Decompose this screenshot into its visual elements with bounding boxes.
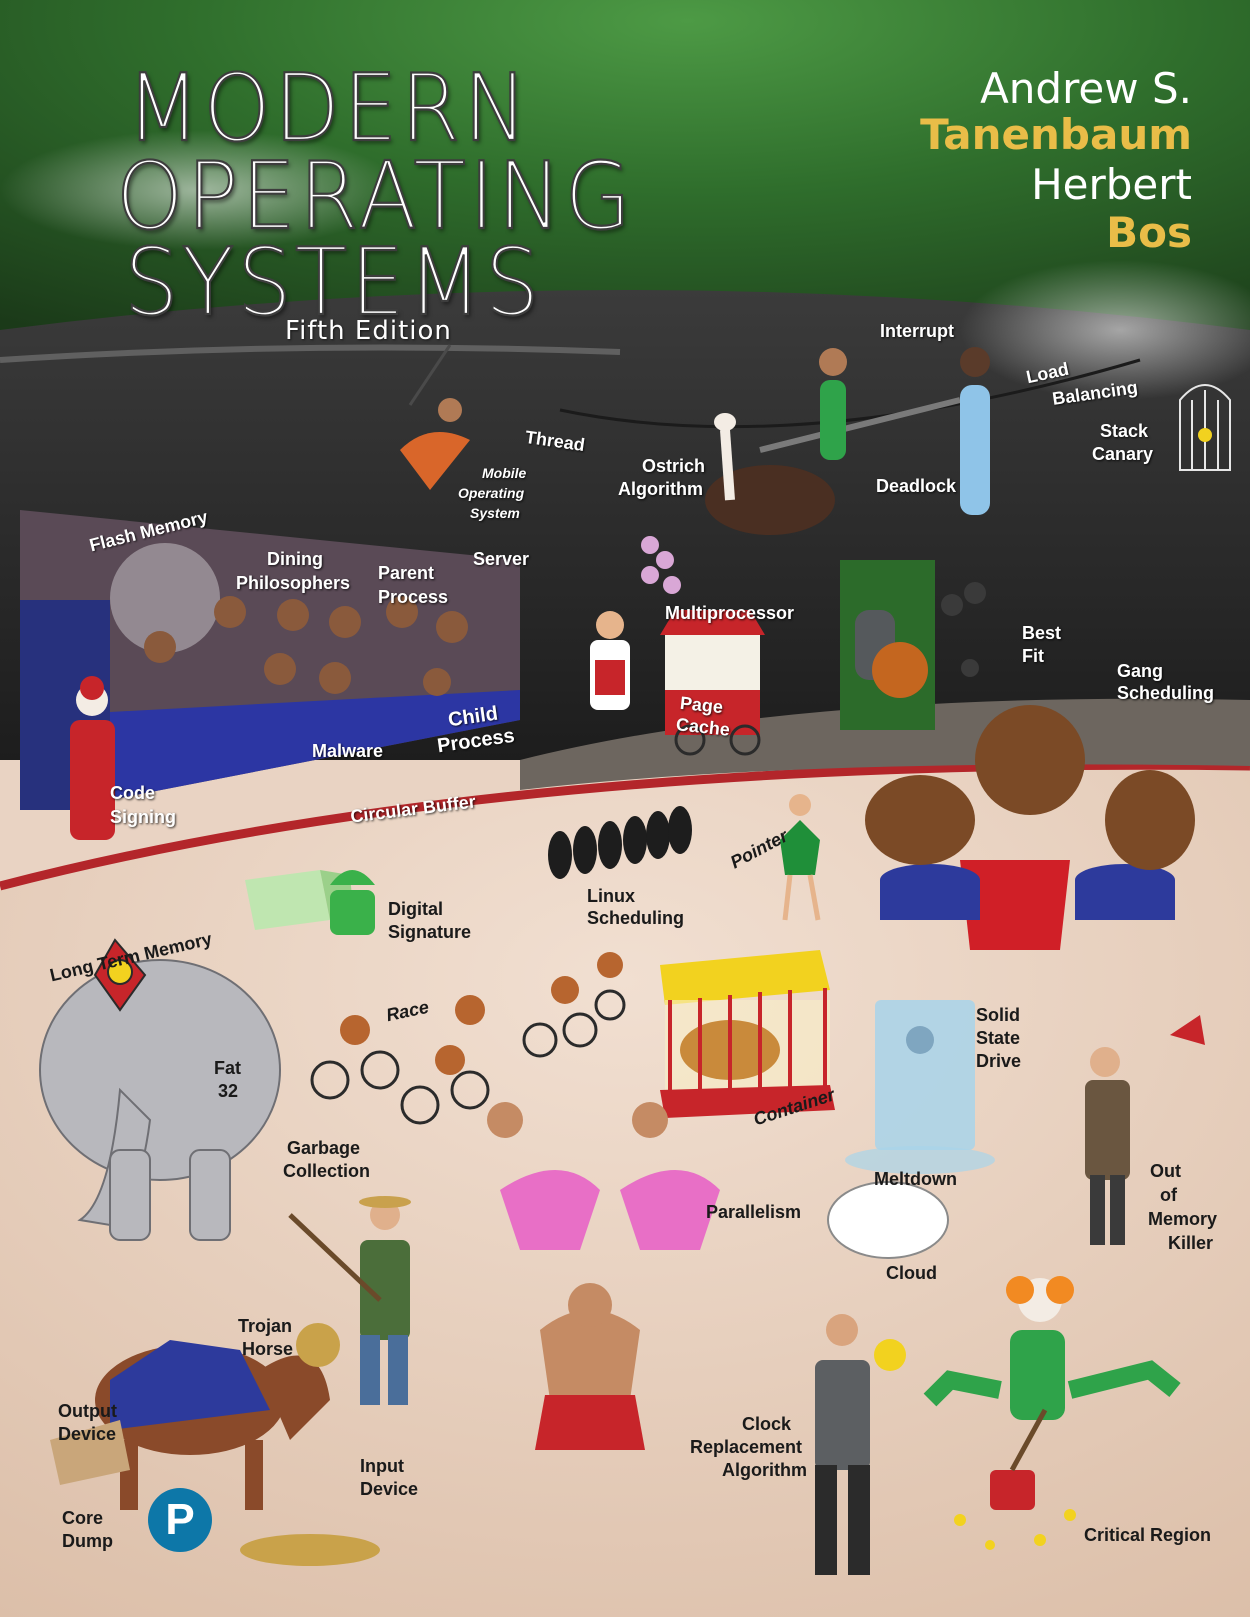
label-canary: Canary xyxy=(1092,444,1154,464)
bears xyxy=(865,705,1195,950)
lion-cage xyxy=(660,950,835,1118)
ostrich xyxy=(705,413,835,535)
label-drive: Drive xyxy=(976,1051,1022,1071)
label-of: of xyxy=(1160,1185,1177,1205)
photo-board xyxy=(840,560,986,730)
monkeys-on-bicycles xyxy=(310,952,626,1125)
label-garbage: Garbage xyxy=(287,1138,361,1158)
label-mobile: Mobile xyxy=(482,465,527,481)
label-state: State xyxy=(976,1028,1021,1048)
label-ostrich: Ostrich xyxy=(642,456,706,476)
label-fit: Fit xyxy=(1022,646,1044,666)
label-malware: Malware xyxy=(312,741,384,761)
label-dump: Dump xyxy=(62,1531,113,1551)
label-output-device: Device xyxy=(58,1424,117,1444)
farmer xyxy=(288,1196,411,1405)
author-1-last: Tanenbaum xyxy=(920,110,1192,159)
publisher-logo-letter: P xyxy=(165,1495,195,1544)
strongman-and-acrobats xyxy=(487,1102,720,1450)
tent-seam xyxy=(0,344,621,363)
publisher-logo: P xyxy=(148,1488,212,1552)
popcorn-cart xyxy=(660,610,765,756)
vendor xyxy=(590,536,681,710)
label-code: Code xyxy=(110,783,155,803)
label-interrupt: Interrupt xyxy=(880,321,954,341)
label-operating: Operating xyxy=(458,485,525,501)
title-line-3: SYSTEMS xyxy=(123,228,543,337)
audience-heads xyxy=(144,596,468,696)
label-critical-region: Critical Region xyxy=(1084,1525,1212,1545)
label-clock-algorithm: Algorithm xyxy=(722,1460,807,1480)
label-deadlock: Deadlock xyxy=(876,476,957,496)
label-linux: Linux xyxy=(587,886,635,906)
author-2-first: Herbert xyxy=(1031,160,1192,209)
label-parent: Parent xyxy=(378,563,435,583)
spotlight-right xyxy=(960,260,1250,400)
ice-block xyxy=(845,1000,995,1174)
edition: Fifth Edition xyxy=(285,316,452,346)
title-line-2: OPERATING xyxy=(115,142,635,251)
label-clock: Clock xyxy=(742,1414,792,1434)
label-dining: Dining xyxy=(267,549,323,569)
label-system: System xyxy=(470,505,520,521)
elephant xyxy=(39,938,281,1241)
label-signature: Signature xyxy=(388,922,472,942)
label-multiprocessor: Multiprocessor xyxy=(665,603,795,623)
label-horse: Horse xyxy=(242,1339,294,1359)
ringmaster xyxy=(70,676,115,840)
label-trojan: Trojan xyxy=(238,1316,293,1336)
label-collection: Collection xyxy=(283,1161,371,1181)
trojan-horse xyxy=(50,1323,380,1566)
trapeze-artist xyxy=(400,344,470,490)
magician xyxy=(815,1181,949,1575)
label-solid: Solid xyxy=(976,1005,1020,1025)
label-out: Out xyxy=(1150,1161,1181,1181)
label-killer: Killer xyxy=(1168,1233,1214,1253)
label-core: Core xyxy=(62,1508,104,1528)
audience-wall xyxy=(110,690,520,800)
label-fat: Fat xyxy=(214,1058,241,1078)
label-linux-scheduling: Scheduling xyxy=(587,908,685,928)
label-parallelism: Parallelism xyxy=(706,1202,802,1222)
acrobat-blue xyxy=(960,347,990,515)
label-memory: Memory xyxy=(1148,1209,1218,1229)
penguins xyxy=(548,806,692,879)
clown-with-hammer xyxy=(923,1276,1181,1550)
label-gang: Gang xyxy=(1117,661,1164,681)
label-algorithm: Algorithm xyxy=(618,479,703,499)
label-32: 32 xyxy=(218,1081,239,1101)
android-robot xyxy=(330,870,375,935)
label-meltdown: Meltdown xyxy=(874,1169,957,1189)
dancer xyxy=(780,794,821,921)
label-process: Process xyxy=(378,587,449,607)
birdcage xyxy=(1179,384,1231,471)
label-server: Server xyxy=(473,549,530,569)
label-scheduling: Scheduling xyxy=(1117,683,1215,703)
label-best: Best xyxy=(1022,623,1062,643)
label-philosophers: Philosophers xyxy=(236,573,351,593)
label-output: Output xyxy=(58,1401,117,1421)
label-replacement: Replacement xyxy=(690,1437,803,1457)
label-stack: Stack xyxy=(1100,421,1149,441)
spotlight-left xyxy=(0,130,400,250)
label-input: Input xyxy=(360,1456,404,1476)
balance-pole xyxy=(759,397,961,453)
out-of-memory-man xyxy=(1085,1015,1205,1245)
label-signing: Signing xyxy=(110,807,176,827)
flash-glow xyxy=(110,543,220,653)
label-digital: Digital xyxy=(388,899,444,919)
author-2-last: Bos xyxy=(1106,208,1192,257)
author-1-first: Andrew S. xyxy=(980,64,1192,113)
title-line-1: MODERN xyxy=(125,54,531,163)
label-input-device: Device xyxy=(360,1479,419,1499)
acrobat-green xyxy=(819,348,847,460)
label-cloud: Cloud xyxy=(886,1263,937,1283)
